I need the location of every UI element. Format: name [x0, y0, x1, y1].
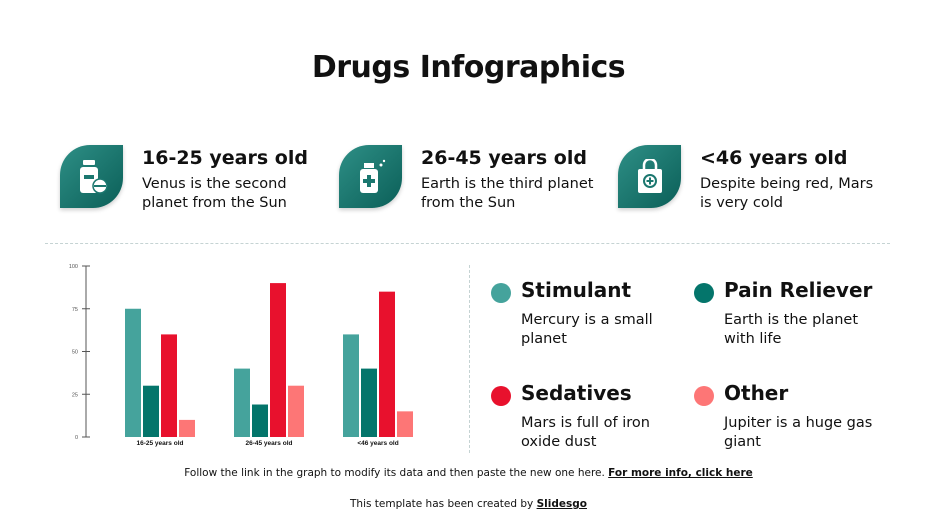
bar-sedatives — [379, 291, 395, 437]
note-text: Follow the link in the graph to modify i… — [184, 467, 609, 479]
card-26-45: 26-45 years old Earth is the third plane… — [339, 145, 599, 215]
pharmacy-bag-icon — [618, 145, 681, 208]
legend-text: Mars is full of iron oxide dust — [521, 415, 650, 450]
legend-dot — [491, 386, 511, 406]
x-tick-label: 26-45 years old — [246, 440, 293, 447]
bar-stimulant — [234, 368, 250, 437]
y-tick-label: 0 — [75, 435, 78, 441]
legend-label: Stimulant — [521, 278, 632, 302]
legend-dot — [694, 386, 714, 406]
bar-stimulant — [343, 334, 359, 437]
legend-text: Earth is the planet with life — [724, 312, 859, 347]
bar-pain-reliever — [252, 404, 268, 437]
y-tick-label: 50 — [72, 350, 78, 356]
legend-label: Pain Reliever — [724, 278, 873, 302]
credit-text: This template has been created by — [350, 498, 537, 510]
bar-other — [179, 419, 195, 437]
card-46: <46 years old Despite being red, Mars is… — [618, 145, 878, 215]
legend-label: Other — [724, 381, 789, 405]
card-heading: 26-45 years old — [421, 147, 587, 169]
y-tick-label: 25 — [72, 392, 78, 398]
bar-sedatives — [161, 334, 177, 437]
card-heading: <46 years old — [700, 147, 848, 169]
bar-pain-reliever — [361, 368, 377, 437]
legend-dot — [491, 283, 511, 303]
bar-other — [288, 385, 304, 437]
footer-note: Follow the link in the graph to modify i… — [0, 467, 937, 479]
card-heading: 16-25 years old — [142, 147, 308, 169]
footer-credit: This template has been created by Slides… — [0, 498, 937, 510]
bar-other — [397, 411, 413, 437]
y-tick-label: 75 — [72, 307, 78, 313]
card-text: Venus is the second planet from the Sun — [142, 176, 287, 211]
x-tick-label: <46 years old — [357, 440, 398, 447]
medicine-bottle-icon — [339, 145, 402, 208]
legend-dot — [694, 283, 714, 303]
card-text: Despite being red, Mars is very cold — [700, 176, 874, 211]
legend-text: Mercury is a small planet — [521, 312, 653, 347]
page-title: Drugs Infographics — [311, 50, 626, 85]
legend-text: Jupiter is a huge gas giant — [724, 415, 873, 450]
bar-stimulant — [125, 308, 141, 437]
bar-pain-reliever — [143, 385, 159, 437]
card-16-25: 16-25 years old Venus is the second plan… — [60, 145, 320, 215]
legend-label: Sedatives — [521, 381, 632, 405]
divider-vertical — [469, 265, 470, 453]
pill-bottle-icon — [60, 145, 123, 208]
card-text: Earth is the third planet from the Sun — [421, 176, 594, 211]
slidesgo-link[interactable]: Slidesgo — [536, 498, 587, 510]
bar-chart[interactable]: 0 25 50 75 100 16-25 years old 26-45 years old… — [55, 255, 415, 455]
x-tick-label: 16-25 years old — [137, 440, 184, 447]
more-info-link[interactable]: For more info, click here — [608, 467, 753, 479]
divider-horizontal — [45, 243, 890, 244]
bar-sedatives — [270, 283, 286, 437]
y-tick-label: 100 — [69, 264, 78, 270]
